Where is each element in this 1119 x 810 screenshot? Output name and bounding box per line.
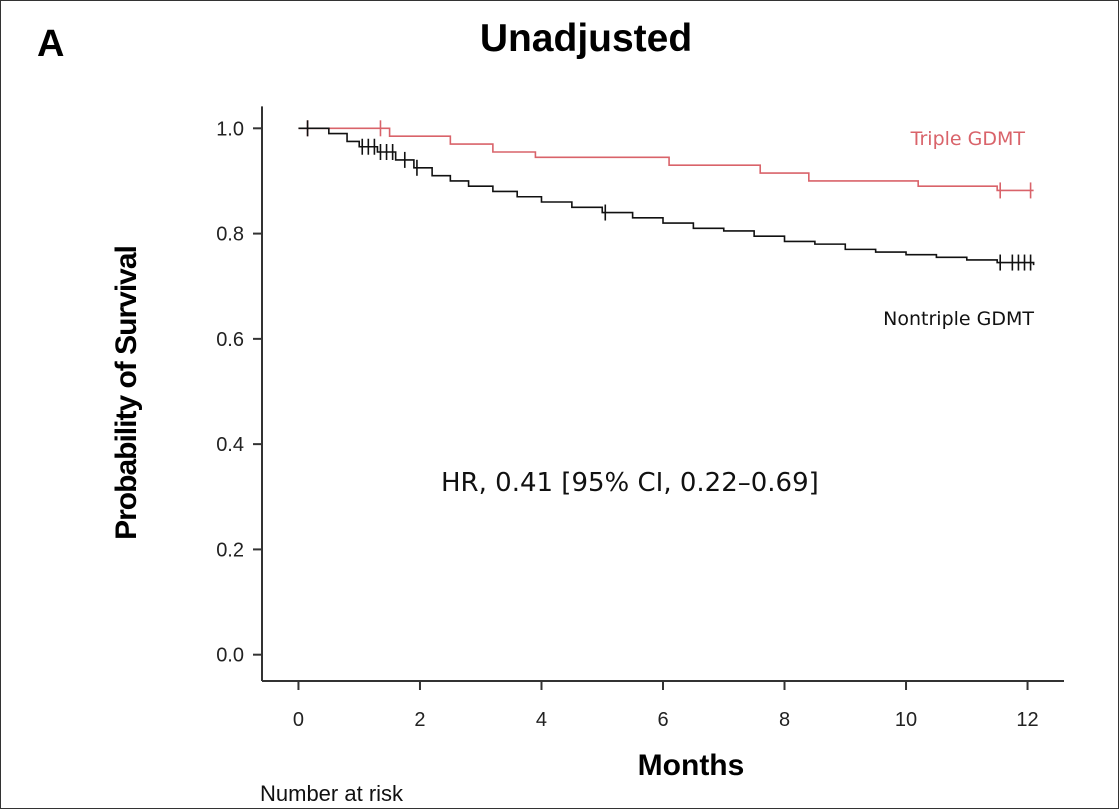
- series-label-nontriple-gdmt: Nontriple GDMT: [883, 308, 1034, 330]
- y-tick-label: 0.6: [216, 329, 244, 351]
- y-tick-label: 0.0: [216, 645, 244, 667]
- x-tick-label: 4: [536, 709, 547, 731]
- y-tick-label: 1.0: [216, 118, 244, 140]
- chart-title: Unadjusted: [479, 17, 693, 60]
- series-label-triple-gdmt: Triple GDMT: [910, 128, 1026, 150]
- x-tick-label: 0: [293, 709, 304, 731]
- x-tick-label: 2: [414, 709, 425, 731]
- number-at-risk-label: Number at risk: [260, 781, 404, 806]
- hazard-ratio-annotation: HR, 0.41 [95% CI, 0.22–0.69]: [441, 468, 819, 498]
- x-tick-label: 6: [657, 709, 668, 731]
- x-tick-label: 10: [895, 709, 917, 731]
- x-tick-label: 8: [779, 709, 790, 731]
- y-tick-label: 0.8: [216, 224, 244, 246]
- x-tick-label: 12: [1016, 709, 1038, 731]
- panel-letter: A: [37, 23, 65, 65]
- y-tick-label: 0.2: [216, 539, 244, 561]
- series-line-triple-gdmt: [298, 127, 1034, 192]
- x-axis-label: Months: [637, 749, 745, 782]
- y-tick-label: 0.4: [216, 434, 244, 456]
